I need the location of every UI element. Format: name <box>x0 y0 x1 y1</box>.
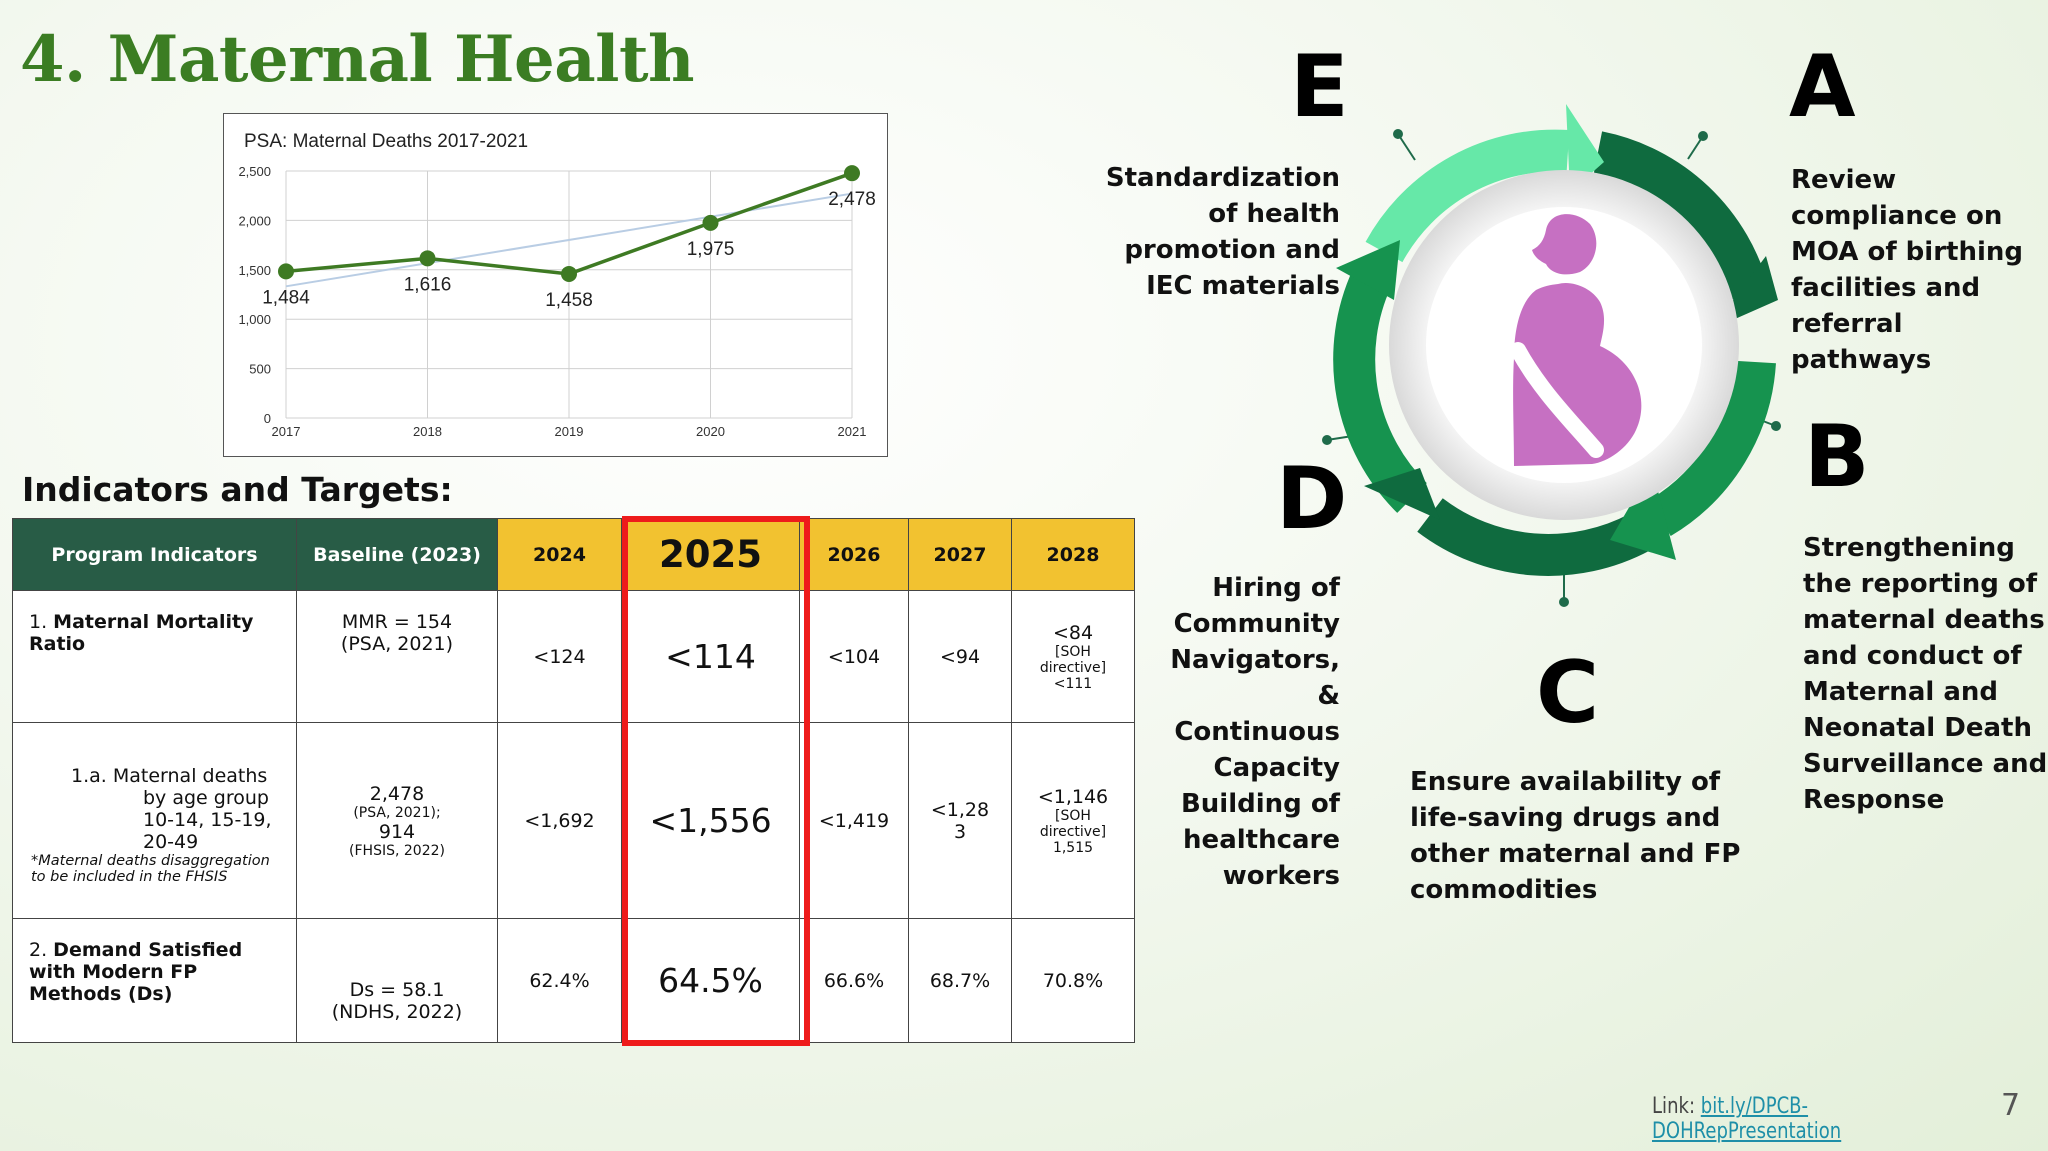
step-e-text: Standardization of health promotion and … <box>1105 163 1340 301</box>
slide-title: 4. Maternal Health <box>20 22 695 97</box>
step-e-letter: E <box>1290 37 1349 137</box>
row3-2027: 68.7% <box>908 918 1012 1043</box>
cycle-ring <box>1333 129 1776 576</box>
header-2026: 2026 <box>799 518 909 591</box>
row3-indicator: 2. Demand Satisfied with Modern FP Metho… <box>12 918 297 1043</box>
row1-2027: <94 <box>908 590 1012 723</box>
row2-2024: <1,692 <box>497 722 622 919</box>
row3-baseline: Ds = 58.1 (NDHS, 2022) <box>296 918 498 1043</box>
data-point <box>702 214 719 231</box>
row1-2024: <124 <box>497 590 622 723</box>
indicators-table: Program Indicators Baseline (2023) 2024 … <box>12 518 1135 1043</box>
x-tick-label: 2018 <box>413 424 442 439</box>
step-c-text: Ensure availability of life-saving drugs… <box>1410 767 1741 905</box>
header-2025: 2025 <box>621 518 800 591</box>
presentation-link[interactable]: bit.ly/DPCB-DOHRepPresentation <box>1652 1094 1842 1144</box>
row3-2024: 62.4% <box>497 918 622 1043</box>
row3-2028: 70.8% <box>1011 918 1135 1043</box>
cycle-arrowheads <box>1336 104 1778 560</box>
x-tick-label: 2021 <box>838 424 867 439</box>
row2-baseline: 2,478 (PSA, 2021); 914 (FHSIS, 2022) <box>296 722 498 919</box>
data-label: 1,458 <box>545 290 593 311</box>
table-row: 1. Maternal Mortality Ratio MMR = 154 (P… <box>12 590 1135 723</box>
row1-2028: <84 [SOH directive] <111 <box>1011 590 1135 723</box>
row2-2027: <1,28 3 <box>908 722 1012 919</box>
row1-baseline: MMR = 154 (PSA, 2021) <box>296 590 498 723</box>
step-d-letter: D <box>1276 449 1348 549</box>
header-2024: 2024 <box>497 518 622 591</box>
data-label: 1,975 <box>687 239 735 260</box>
header-baseline: Baseline (2023) <box>296 518 498 591</box>
y-tick-label: 1,000 <box>238 312 271 327</box>
x-tick-label: 2019 <box>555 424 584 439</box>
cycle-diagram <box>1322 104 1781 607</box>
y-tick-label: 500 <box>249 362 271 377</box>
step-a-letter: A <box>1789 37 1856 137</box>
data-point <box>278 263 294 280</box>
y-tick-label: 0 <box>264 411 271 426</box>
indicators-heading: Indicators and Targets: <box>22 470 453 509</box>
y-tick-label: 2,000 <box>238 213 271 228</box>
row1-indicator: 1. Maternal Mortality Ratio <box>12 590 297 723</box>
row3-2026: 66.6% <box>799 918 909 1043</box>
row1-2026: <104 <box>799 590 909 723</box>
step-b-letter: B <box>1804 407 1870 507</box>
footer-link: Link: bit.ly/DPCB-DOHRepPresentation <box>1652 1094 1842 1144</box>
step-a-text: Review compliance on MOA of birthing fac… <box>1791 165 2023 375</box>
table-header-row: Program Indicators Baseline (2023) 2024 … <box>12 518 1135 591</box>
pregnant-woman-icon <box>1513 214 1642 466</box>
step-c-letter: C <box>1536 643 1600 743</box>
y-tick-label: 1,500 <box>238 263 271 278</box>
x-tick-label: 2017 <box>272 424 301 439</box>
header-2027: 2027 <box>908 518 1012 591</box>
row2-indicator: 1.a. Maternal deaths by age group 10-14,… <box>12 722 297 919</box>
data-label: 1,616 <box>404 274 452 295</box>
table-row: 1.a. Maternal deaths by age group 10-14,… <box>12 722 1135 919</box>
data-label: 2,478 <box>828 189 876 210</box>
data-point <box>419 250 436 267</box>
row1-2025: <114 <box>621 590 800 723</box>
row2-2028: <1,146 [SOH directive] 1,515 <box>1011 722 1135 919</box>
header-program-indicators: Program Indicators <box>12 518 297 591</box>
header-2028: 2028 <box>1011 518 1135 591</box>
x-tick-label: 2020 <box>696 424 725 439</box>
row2-2026: <1,419 <box>799 722 909 919</box>
data-label: 1,484 <box>262 287 310 308</box>
chart-title: PSA: Maternal Deaths 2017-2021 <box>244 131 528 152</box>
row3-2025: 64.5% <box>621 918 800 1043</box>
chart-svg: PSA: Maternal Deaths 2017-2021 0 500 1,000 1… <box>238 131 876 439</box>
data-point <box>561 265 577 282</box>
table-row: 2. Demand Satisfied with Modern FP Metho… <box>12 918 1135 1043</box>
step-b-text: Strengthening the reporting of maternal … <box>1803 533 2048 815</box>
cycle-connectors <box>1322 129 1781 607</box>
data-point <box>844 165 860 182</box>
maternal-deaths-chart: PSA: Maternal Deaths 2017-2021 0 500 1,000 1… <box>223 113 888 457</box>
page-number: 7 <box>2001 1088 2021 1123</box>
step-d-text: Hiring of Community Navigators, & Contin… <box>1170 573 1340 891</box>
trendline <box>285 192 853 288</box>
row2-2025: <1,556 <box>621 722 800 919</box>
y-tick-label: 2,500 <box>238 164 271 179</box>
